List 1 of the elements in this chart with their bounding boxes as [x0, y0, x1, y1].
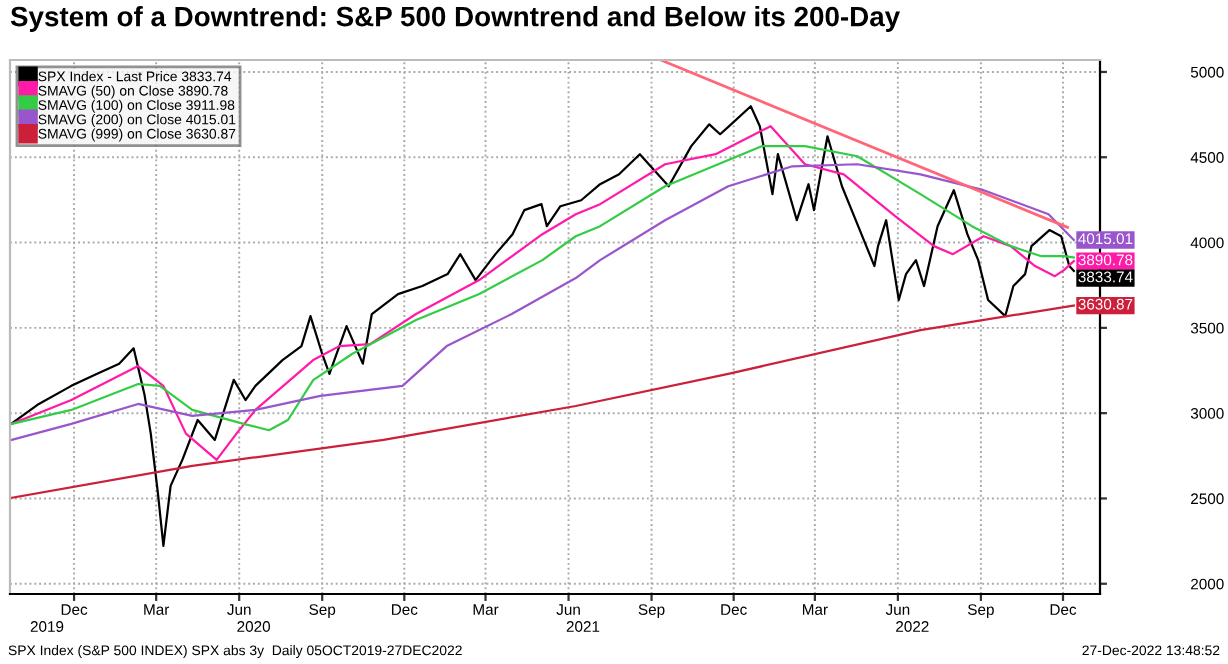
chart-title: System of a Downtrend: S&P 500 Downtrend and Below its 200-Day — [10, 6, 900, 32]
